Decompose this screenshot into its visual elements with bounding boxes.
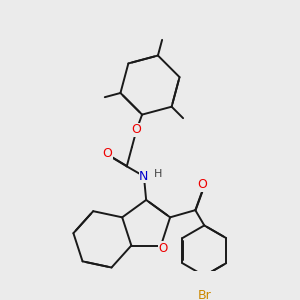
Text: O: O [158, 242, 167, 255]
Text: O: O [198, 178, 207, 191]
Text: N: N [139, 170, 148, 183]
Text: H: H [154, 169, 162, 179]
Text: O: O [102, 147, 112, 160]
Text: Br: Br [197, 289, 211, 300]
Text: O: O [132, 123, 142, 136]
